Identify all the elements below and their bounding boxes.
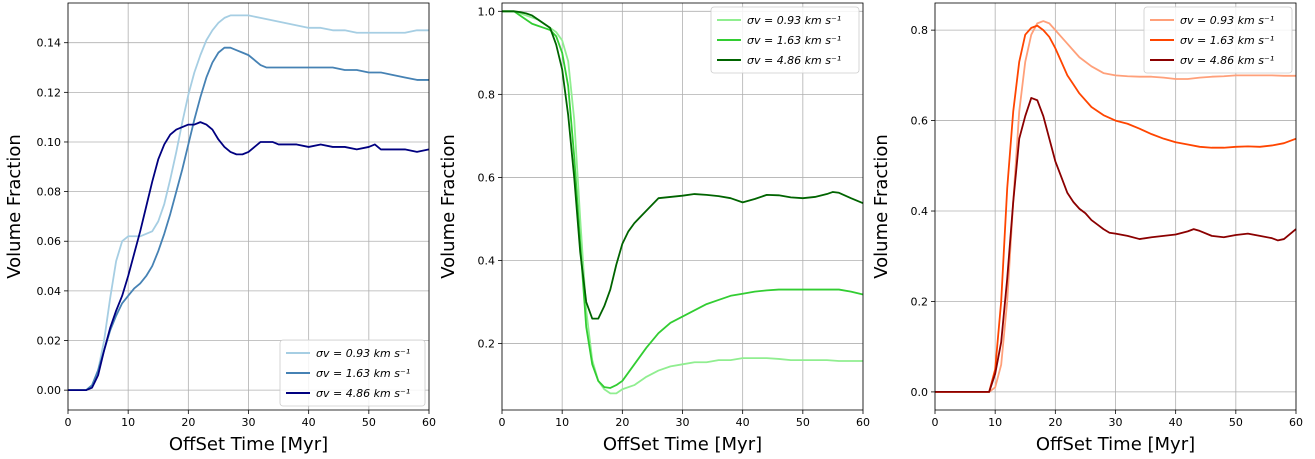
y-tick-label: 0.4 [478,254,496,267]
y-tick-label: 1.0 [478,5,496,18]
series-line-3 [935,97,1297,393]
y-tick-label: 0.04 [37,285,62,298]
x-tick-label: 40 [302,416,316,429]
y-tick-label: 0.0 [911,386,929,399]
x-tick-label: 40 [1169,416,1183,429]
y-tick-label: 0.8 [911,24,929,37]
legend-box [710,6,860,74]
y-tick-label: 0.2 [478,338,496,351]
x-tick-label: 10 [988,416,1002,429]
x-axis-label: OffSet Time [Myr] [169,434,328,455]
y-tick-label: 0.06 [37,235,62,248]
y-tick-label: 0.4 [911,205,929,218]
series-line-1 [68,14,429,392]
chart-panel-right: 0 10 20 30 40 50 60 0.0 0.2 0.4 0.6 0.8 OffSet Time … [871,2,1303,455]
legend-label-3: σv = 4.86 km s⁻¹ [316,387,410,400]
legend: σv = 0.93 km s⁻¹ σv = 1.63 km s⁻¹ σv = 4.8… [710,6,860,74]
series-line-3 [68,121,430,392]
x-axis-label: OffSet Time [Myr] [1036,434,1195,455]
y-axis-label: Volume Fraction [4,134,25,279]
legend-label-2: σv = 1.63 km s⁻¹ [1180,34,1274,47]
x-tick-label: 60 [422,416,436,429]
x-axis-label: OffSet Time [Myr] [603,434,762,455]
x-tick-label: 40 [736,416,750,429]
y-tick-label: 0.2 [911,295,929,308]
series-line-3 [502,10,864,320]
x-tick-label: 0 [499,416,506,429]
legend-label-2: σv = 1.63 km s⁻¹ [316,367,410,380]
legend-label-3: σv = 4.86 km s⁻¹ [1180,54,1274,67]
series-line-1 [502,10,863,395]
y-tick-label: 0.8 [478,88,496,101]
x-tick-label: 30 [1109,416,1123,429]
x-tick-label: 60 [856,416,870,429]
legend-box [279,339,426,407]
y-tick-label: 0.10 [37,136,62,149]
legend-box [1143,6,1293,74]
y-tick-label: 0.08 [37,186,62,199]
x-tick-label: 10 [121,416,135,429]
x-tick-label: 20 [1048,416,1062,429]
x-tick-label: 50 [1229,416,1243,429]
y-axis-label: Volume Fraction [871,134,892,279]
x-tick-label: 50 [362,416,376,429]
x-tick-label: 30 [676,416,690,429]
chart-panel-middle: 0 10 20 30 40 50 60 0.2 0.4 0.6 0.8 1.0 OffSet Time … [438,2,870,455]
series-line-2 [935,24,1297,393]
legend-label-1: σv = 0.93 km s⁻¹ [747,14,841,27]
x-tick-label: 0 [65,416,72,429]
x-tick-label: 10 [555,416,569,429]
x-tick-label: 30 [242,416,256,429]
x-tick-label: 20 [615,416,629,429]
y-tick-label: 0.6 [911,115,929,128]
y-axis-label: Volume Fraction [438,134,459,279]
y-tick-label: 0.6 [478,171,496,184]
legend-label-3: σv = 4.86 km s⁻¹ [747,54,841,67]
series-line-2 [68,46,429,392]
x-tick-label: 60 [1289,416,1303,429]
y-tick-label: 0.00 [37,384,62,397]
chart-panel-left: 0 10 20 30 40 50 60 0.00 0.02 0.04 0.06 0.08 0.10 0.1… [4,2,436,455]
legend-label-2: σv = 1.63 km s⁻¹ [747,34,841,47]
y-tick-label: 0.02 [37,335,62,348]
legend-label-1: σv = 0.93 km s⁻¹ [1180,14,1274,27]
series-line-2 [502,10,864,389]
x-tick-label: 20 [181,416,195,429]
y-tick-label: 0.14 [37,37,62,50]
x-tick-label: 0 [932,416,939,429]
x-tick-label: 50 [796,416,810,429]
legend: σv = 0.93 km s⁻¹ σv = 1.63 km s⁻¹ σv = 4.8… [279,339,426,407]
legend: σv = 0.93 km s⁻¹ σv = 1.63 km s⁻¹ σv = 4.8… [1143,6,1293,74]
legend-label-1: σv = 0.93 km s⁻¹ [316,347,410,360]
y-tick-label: 0.12 [37,86,62,99]
